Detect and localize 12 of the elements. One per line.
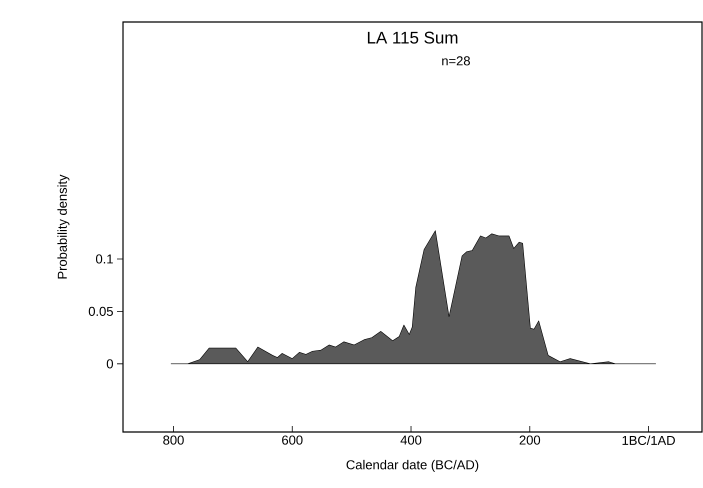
chart-title: LA 115 Sum (368, 32, 458, 44)
x-tick-label: 1BC/1AD (622, 436, 675, 446)
x-tick-label: 600 (282, 436, 303, 445)
x-axis-title: Calendar date (BC/AD) (346, 460, 478, 472)
y-tick-label: 0.1 (96, 254, 113, 264)
x-tick-label: 400 (400, 436, 422, 445)
y-axis-title: Probability density (57, 174, 70, 278)
x-tick-label: 200 (520, 436, 540, 445)
text: n=28 (442, 56, 470, 66)
y-tick-label: 0 (106, 359, 113, 368)
y-tick-label: 0.05 (88, 306, 113, 316)
x-tick-label: 800 (163, 436, 184, 445)
